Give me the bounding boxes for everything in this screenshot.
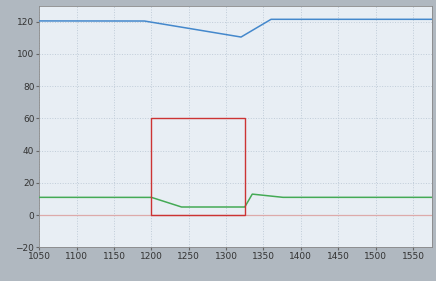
Bar: [151, 118, 245, 215]
